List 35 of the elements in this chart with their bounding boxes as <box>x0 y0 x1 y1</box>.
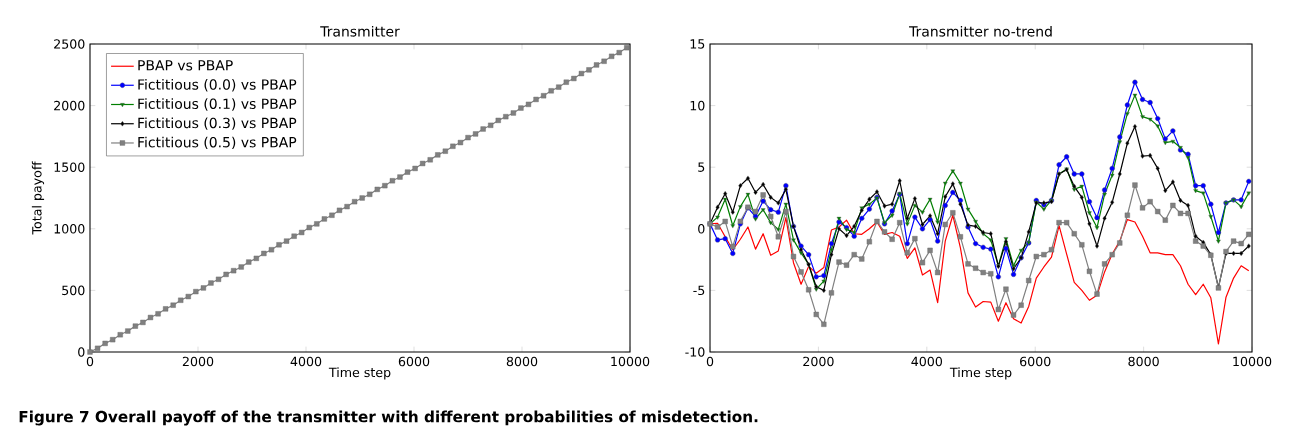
x-tick-label: 6000 <box>398 356 430 367</box>
y-tick-label: 2000 <box>54 100 85 111</box>
y-tick-label: 5 <box>698 162 705 172</box>
y-axis-title: Total payoff <box>31 161 45 235</box>
y-tick-label: 10 <box>690 100 705 111</box>
y-tick-label: -5 <box>693 285 705 296</box>
y-tick-label: 2500 <box>54 39 85 49</box>
y-tick-label: 1500 <box>54 162 85 172</box>
x-tick-label: 10000 <box>611 356 650 367</box>
x-tick-label: 8000 <box>1128 356 1159 367</box>
chart-title: Transmitter no-trend <box>909 25 1052 37</box>
chart-title: Transmitter <box>320 25 400 37</box>
y-tick-label: 0 <box>78 347 85 357</box>
x-tick-label: 4000 <box>290 356 322 367</box>
caption: Figure 7 Overall payoff of the transmitter with different probabilities of misdetection. <box>19 410 758 426</box>
legend-label: PBAP vs PBAP <box>138 60 233 71</box>
x-tick-label: 6000 <box>1020 356 1051 367</box>
y-tick-label: 15 <box>690 39 705 49</box>
legend-label: Fictitious (0.3) vs PBAP <box>138 117 297 130</box>
legend-label: Fictitious (0.5) vs PBAP <box>138 136 297 150</box>
x-tick-label: 8000 <box>506 356 538 367</box>
x-tick-label: 0 <box>706 356 714 367</box>
y-tick-label: -10 <box>685 347 705 357</box>
x-tick-label: 2000 <box>182 356 214 367</box>
x-tick-label: 0 <box>86 356 94 367</box>
y-tick-label: 1000 <box>54 224 85 234</box>
legend-label: Fictitious (0.0) vs PBAP <box>138 78 297 92</box>
x-tick-label: 2000 <box>803 356 834 367</box>
y-tick-label: 500 <box>62 285 85 296</box>
y-tick-label: 0 <box>698 224 705 234</box>
legend-label: Fictitious (0.1) vs PBAP <box>138 98 297 111</box>
x-tick-label: 4000 <box>911 356 943 367</box>
x-axis-title: Time step <box>949 367 1012 380</box>
x-axis-title: Time step <box>328 367 391 380</box>
x-tick-label: 10000 <box>1233 356 1272 367</box>
